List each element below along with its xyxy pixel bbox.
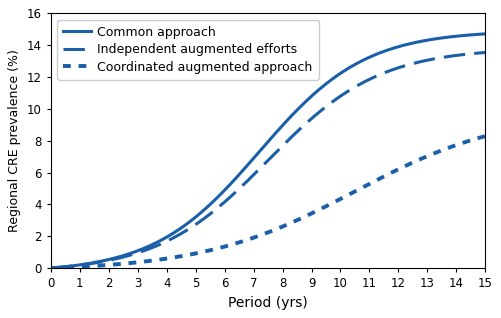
Coordinated augmented approach: [48, 266, 54, 270]
Coordinated augmented approach: [404, 163, 410, 167]
X-axis label: Period (yrs): Period (yrs): [228, 296, 308, 310]
Coordinated augmented approach: [472, 137, 478, 141]
Line: Coordinated augmented approach: Coordinated augmented approach: [51, 136, 485, 268]
Independent augmented efforts: [307, 119, 313, 122]
Coordinated augmented approach: [257, 233, 263, 237]
Independent augmented efforts: [48, 266, 54, 270]
Coordinated augmented approach: [482, 134, 488, 138]
Common approach: [257, 149, 263, 153]
Independent augmented efforts: [472, 52, 478, 55]
Common approach: [48, 266, 54, 270]
Common approach: [404, 43, 410, 46]
Common approach: [472, 33, 478, 37]
Independent augmented efforts: [482, 51, 488, 54]
Independent augmented efforts: [404, 63, 410, 67]
Line: Common approach: Common approach: [51, 34, 485, 268]
Independent augmented efforts: [283, 141, 289, 144]
Common approach: [307, 96, 313, 100]
Line: Independent augmented efforts: Independent augmented efforts: [51, 52, 485, 268]
Common approach: [482, 32, 488, 36]
Coordinated augmented approach: [307, 212, 313, 216]
Legend: Common approach, Independent augmented efforts, Coordinated augmented approach: Common approach, Independent augmented e…: [57, 20, 319, 80]
Y-axis label: Regional CRE prevalence (%): Regional CRE prevalence (%): [9, 49, 22, 232]
Common approach: [254, 152, 260, 156]
Coordinated augmented approach: [283, 223, 289, 227]
Independent augmented efforts: [254, 169, 260, 173]
Independent augmented efforts: [257, 167, 263, 170]
Coordinated augmented approach: [254, 234, 260, 238]
Common approach: [283, 120, 289, 124]
